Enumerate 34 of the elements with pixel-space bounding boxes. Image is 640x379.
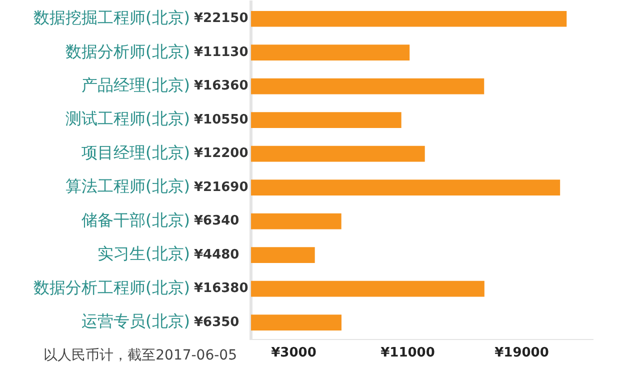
bar: [251, 180, 560, 196]
bar: [251, 280, 484, 297]
data-label: ¥21690: [194, 180, 248, 195]
x-tick-label: ¥11000: [380, 346, 435, 361]
data-label: ¥10550: [194, 112, 248, 128]
y-tick-label: 产品经理(北京): [82, 76, 190, 95]
bar: [251, 10, 567, 27]
data-label: ¥16360: [194, 78, 248, 94]
data-label: ¥6350: [194, 314, 240, 330]
x-tick-label: ¥19000: [494, 346, 549, 361]
y-tick-label: 实习生(北京): [98, 244, 190, 264]
data-label: ¥6340: [194, 214, 240, 229]
bar: [251, 247, 315, 263]
y-tick-label: 数据分析师(北京): [66, 42, 190, 61]
data-label: ¥11130: [194, 44, 248, 60]
data-label: ¥22150: [194, 11, 248, 26]
y-tick-label: 数据挖掘工程师(北京): [34, 8, 190, 28]
y-tick-label: 测试工程师(北京): [66, 109, 190, 128]
bar: [251, 44, 410, 61]
y-tick-label: 算法工程师(北京): [66, 176, 190, 196]
bar: [251, 213, 342, 230]
bar: [251, 314, 342, 330]
bar: [251, 146, 425, 162]
text: 以人民币计，截至2017-06-05: [44, 348, 237, 364]
y-tick-label: 项目经理(北京): [82, 142, 190, 162]
x-tick-label: ¥3000: [271, 346, 316, 361]
bar: [251, 112, 402, 128]
data-label: ¥4480: [194, 247, 240, 262]
y-tick-label: 数据分析工程师(北京): [34, 278, 190, 297]
data-label: ¥16380: [194, 281, 248, 296]
data-label: ¥12200: [194, 146, 248, 162]
bar: [251, 78, 484, 94]
y-tick-label: 储备干部(北京): [82, 210, 190, 230]
y-tick-label: 运营专员(北京): [82, 312, 190, 331]
